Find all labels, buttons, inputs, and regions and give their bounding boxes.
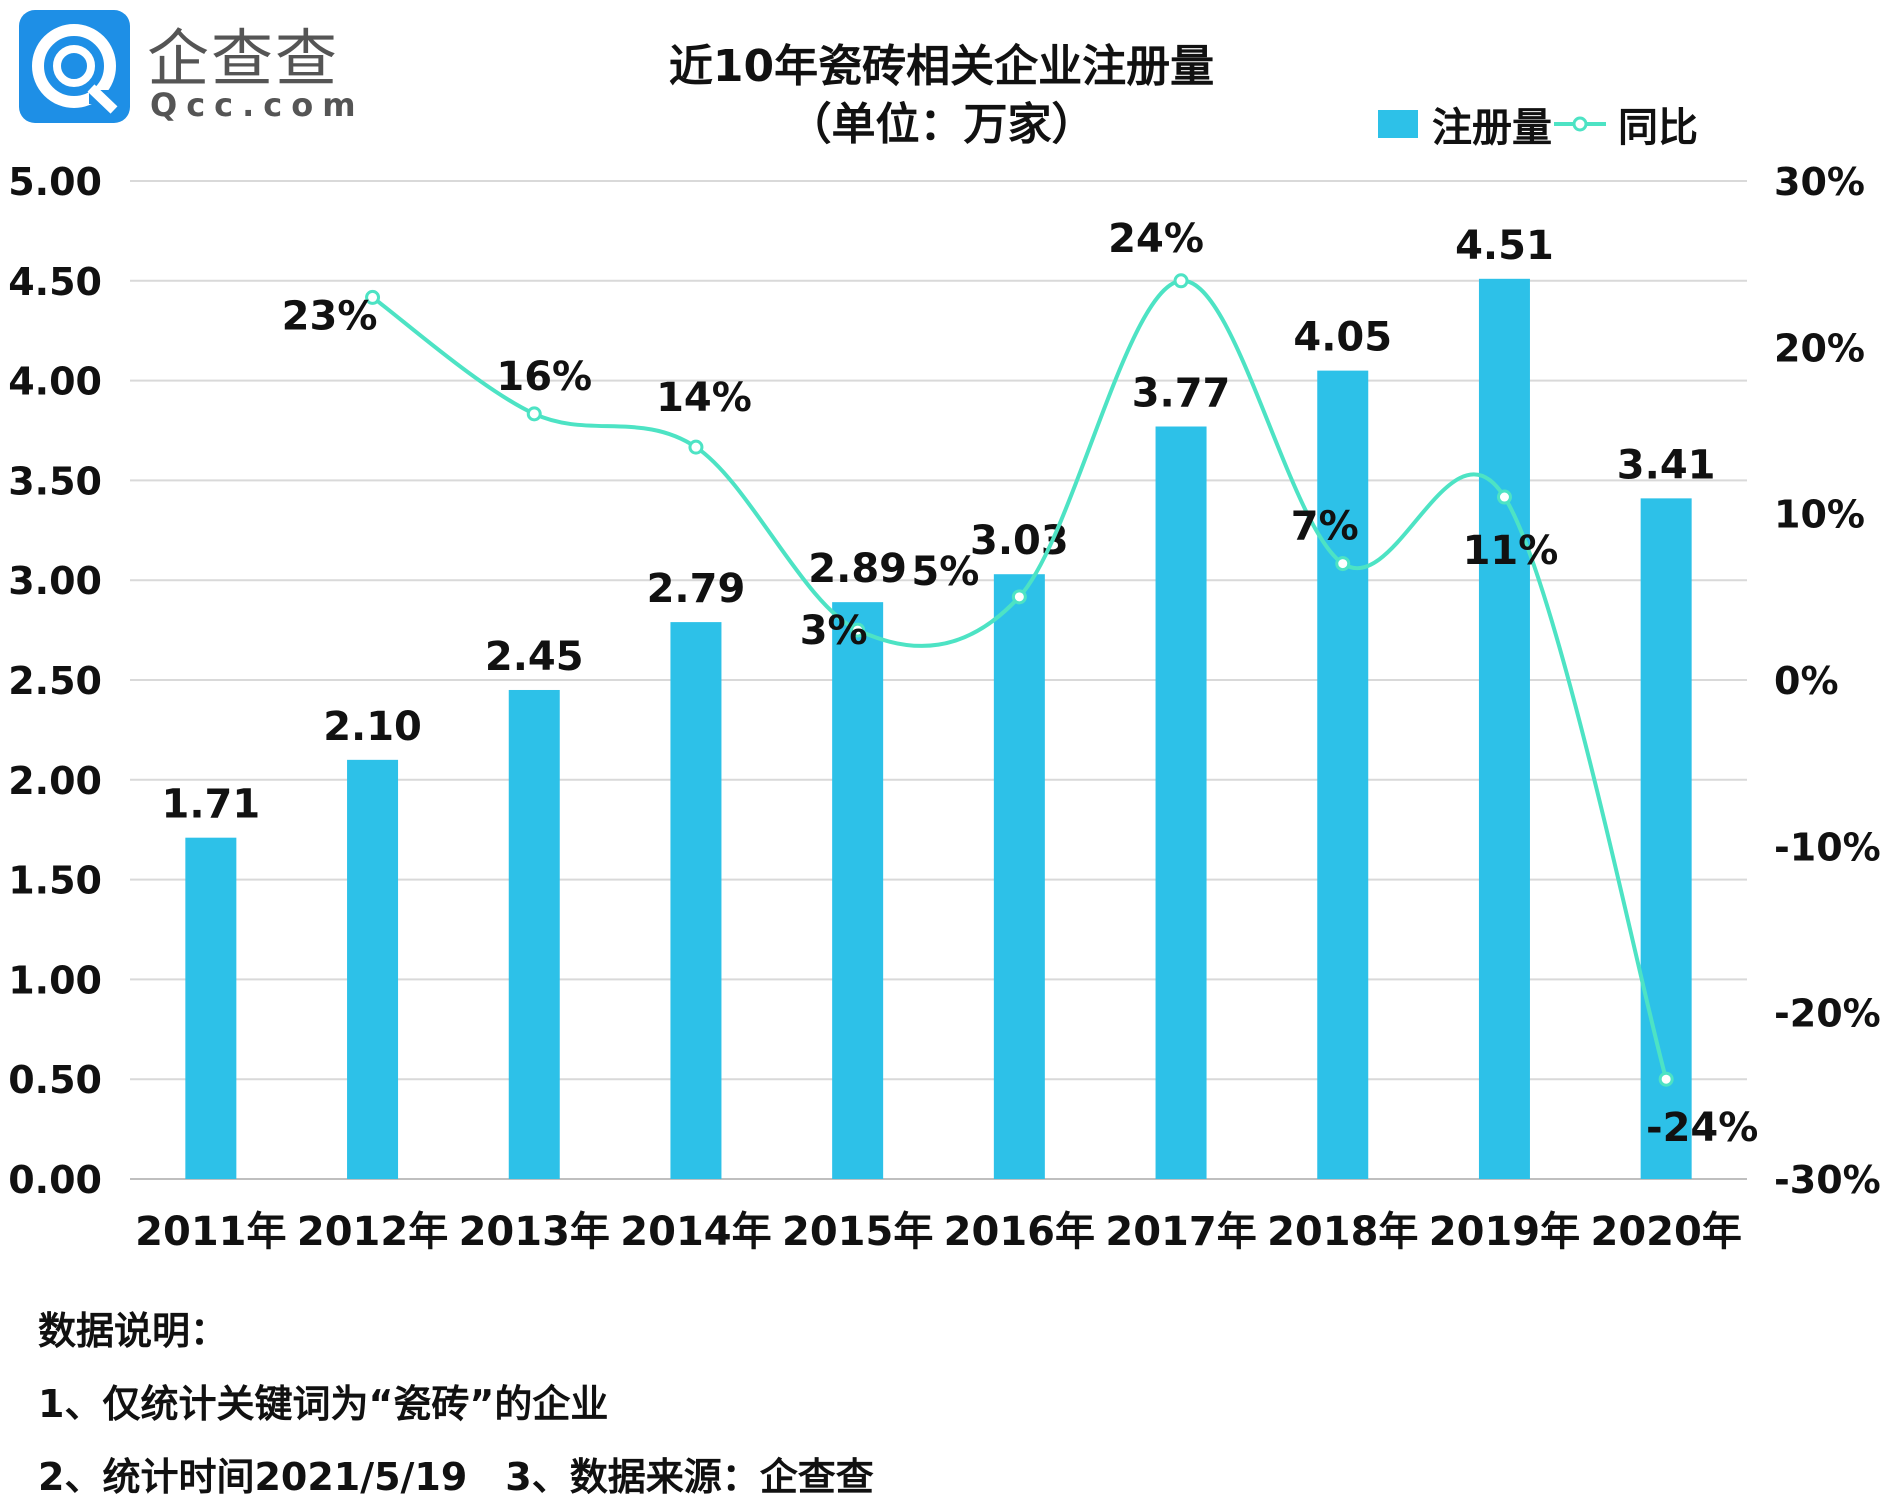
- yoy-data-label: 16%: [496, 354, 592, 400]
- note-line-1: 1、仅统计关键词为“瓷砖”的企业: [38, 1382, 609, 1426]
- yoy-point: [1658, 1071, 1674, 1087]
- right-tick-label: 0%: [1774, 659, 1839, 703]
- chart-title: 近10年瓷砖相关企业注册量: [668, 41, 1215, 92]
- right-tick-label: 10%: [1774, 493, 1865, 537]
- left-tick-label: 4.00: [8, 360, 102, 404]
- bar: [347, 759, 399, 1179]
- bar: [670, 622, 722, 1179]
- bar-data-label: 2.45: [485, 634, 584, 680]
- yoy-point: [526, 406, 542, 422]
- left-tick-label: 2.00: [8, 759, 102, 803]
- left-tick-label: 3.00: [8, 559, 102, 603]
- yoy-point: [850, 622, 866, 638]
- bar: [185, 837, 237, 1179]
- yoy-point: [365, 289, 381, 305]
- left-tick-label: 1.00: [8, 958, 102, 1002]
- yoy-data-label: 23%: [282, 293, 378, 339]
- legend-bar-swatch: [1378, 110, 1418, 138]
- bar-data-label: 3.41: [1617, 442, 1716, 488]
- right-tick-label: -20%: [1774, 992, 1881, 1036]
- yoy-point: [688, 439, 704, 455]
- yoy-data-label: 5%: [911, 549, 979, 595]
- logo-domain: Qcc.com: [150, 86, 365, 124]
- yoy-data-label: 3%: [800, 608, 868, 654]
- right-tick-label: 20%: [1774, 326, 1865, 370]
- yoy-point: [1335, 556, 1351, 572]
- chart-subtitle: （单位：万家）: [787, 99, 1096, 150]
- yoy-data-label: 11%: [1463, 528, 1559, 574]
- note-line-2: 2、统计时间2021/5/19 3、数据来源：企查查: [38, 1455, 874, 1499]
- bar: [508, 689, 560, 1179]
- notes-heading: 数据说明：: [38, 1309, 229, 1353]
- left-tick-label: 3.50: [8, 459, 102, 503]
- legend-line-swatch: [1554, 116, 1606, 132]
- x-tick-label: 2014年: [620, 1209, 771, 1255]
- left-tick-label: 0.00: [8, 1158, 102, 1202]
- bar: [832, 602, 884, 1179]
- left-tick-label: 5.00: [8, 160, 102, 204]
- legend: 注册量 同比: [1378, 95, 1698, 153]
- bar: [1640, 498, 1692, 1179]
- left-tick-label: 2.50: [8, 659, 102, 703]
- x-tick-label: 2013年: [459, 1209, 610, 1255]
- legend-line-label: 同比: [1618, 105, 1698, 151]
- x-tick-label: 2016年: [944, 1209, 1095, 1255]
- yoy-point: [1496, 489, 1512, 505]
- x-tick-label: 2019年: [1429, 1209, 1580, 1255]
- yoy-point: [1173, 273, 1189, 289]
- bar: [993, 574, 1045, 1179]
- right-tick-label: 30%: [1774, 160, 1865, 204]
- yoy-data-label: 14%: [656, 375, 752, 421]
- right-tick-label: -10%: [1774, 825, 1881, 869]
- bar-data-label: 2.79: [647, 566, 746, 612]
- yoy-data-label: 24%: [1108, 216, 1204, 262]
- left-tick-label: 1.50: [8, 859, 102, 903]
- bar-data-label: 4.51: [1455, 223, 1554, 269]
- yoy-data-label: 7%: [1291, 504, 1359, 550]
- x-tick-label: 2018年: [1267, 1209, 1418, 1255]
- bar-data-label: 4.05: [1293, 315, 1392, 361]
- bar: [1155, 426, 1207, 1179]
- x-tick-label: 2020年: [1590, 1209, 1741, 1255]
- legend-bar-label: 注册量: [1432, 105, 1552, 151]
- bar: [1317, 370, 1369, 1179]
- x-tick-label: 2011年: [135, 1209, 286, 1255]
- yoy-data-label: -24%: [1646, 1105, 1758, 1151]
- logo-text: 企查查: [147, 22, 340, 95]
- bar-data-label: 2.10: [323, 704, 422, 750]
- bar-data-label: 1.71: [161, 782, 260, 828]
- bar: [1478, 278, 1530, 1180]
- x-tick-label: 2015年: [782, 1209, 933, 1255]
- x-tick-label: 2012年: [297, 1209, 448, 1255]
- left-tick-label: 0.50: [8, 1058, 102, 1102]
- right-tick-label: -30%: [1774, 1158, 1881, 1202]
- x-tick-label: 2017年: [1105, 1209, 1256, 1255]
- bar-data-label: 3.77: [1132, 371, 1231, 417]
- yoy-point: [1011, 589, 1027, 605]
- qcc-logo-icon: [19, 10, 130, 123]
- left-tick-label: 4.50: [8, 260, 102, 304]
- bar-data-label: 2.89: [808, 546, 907, 592]
